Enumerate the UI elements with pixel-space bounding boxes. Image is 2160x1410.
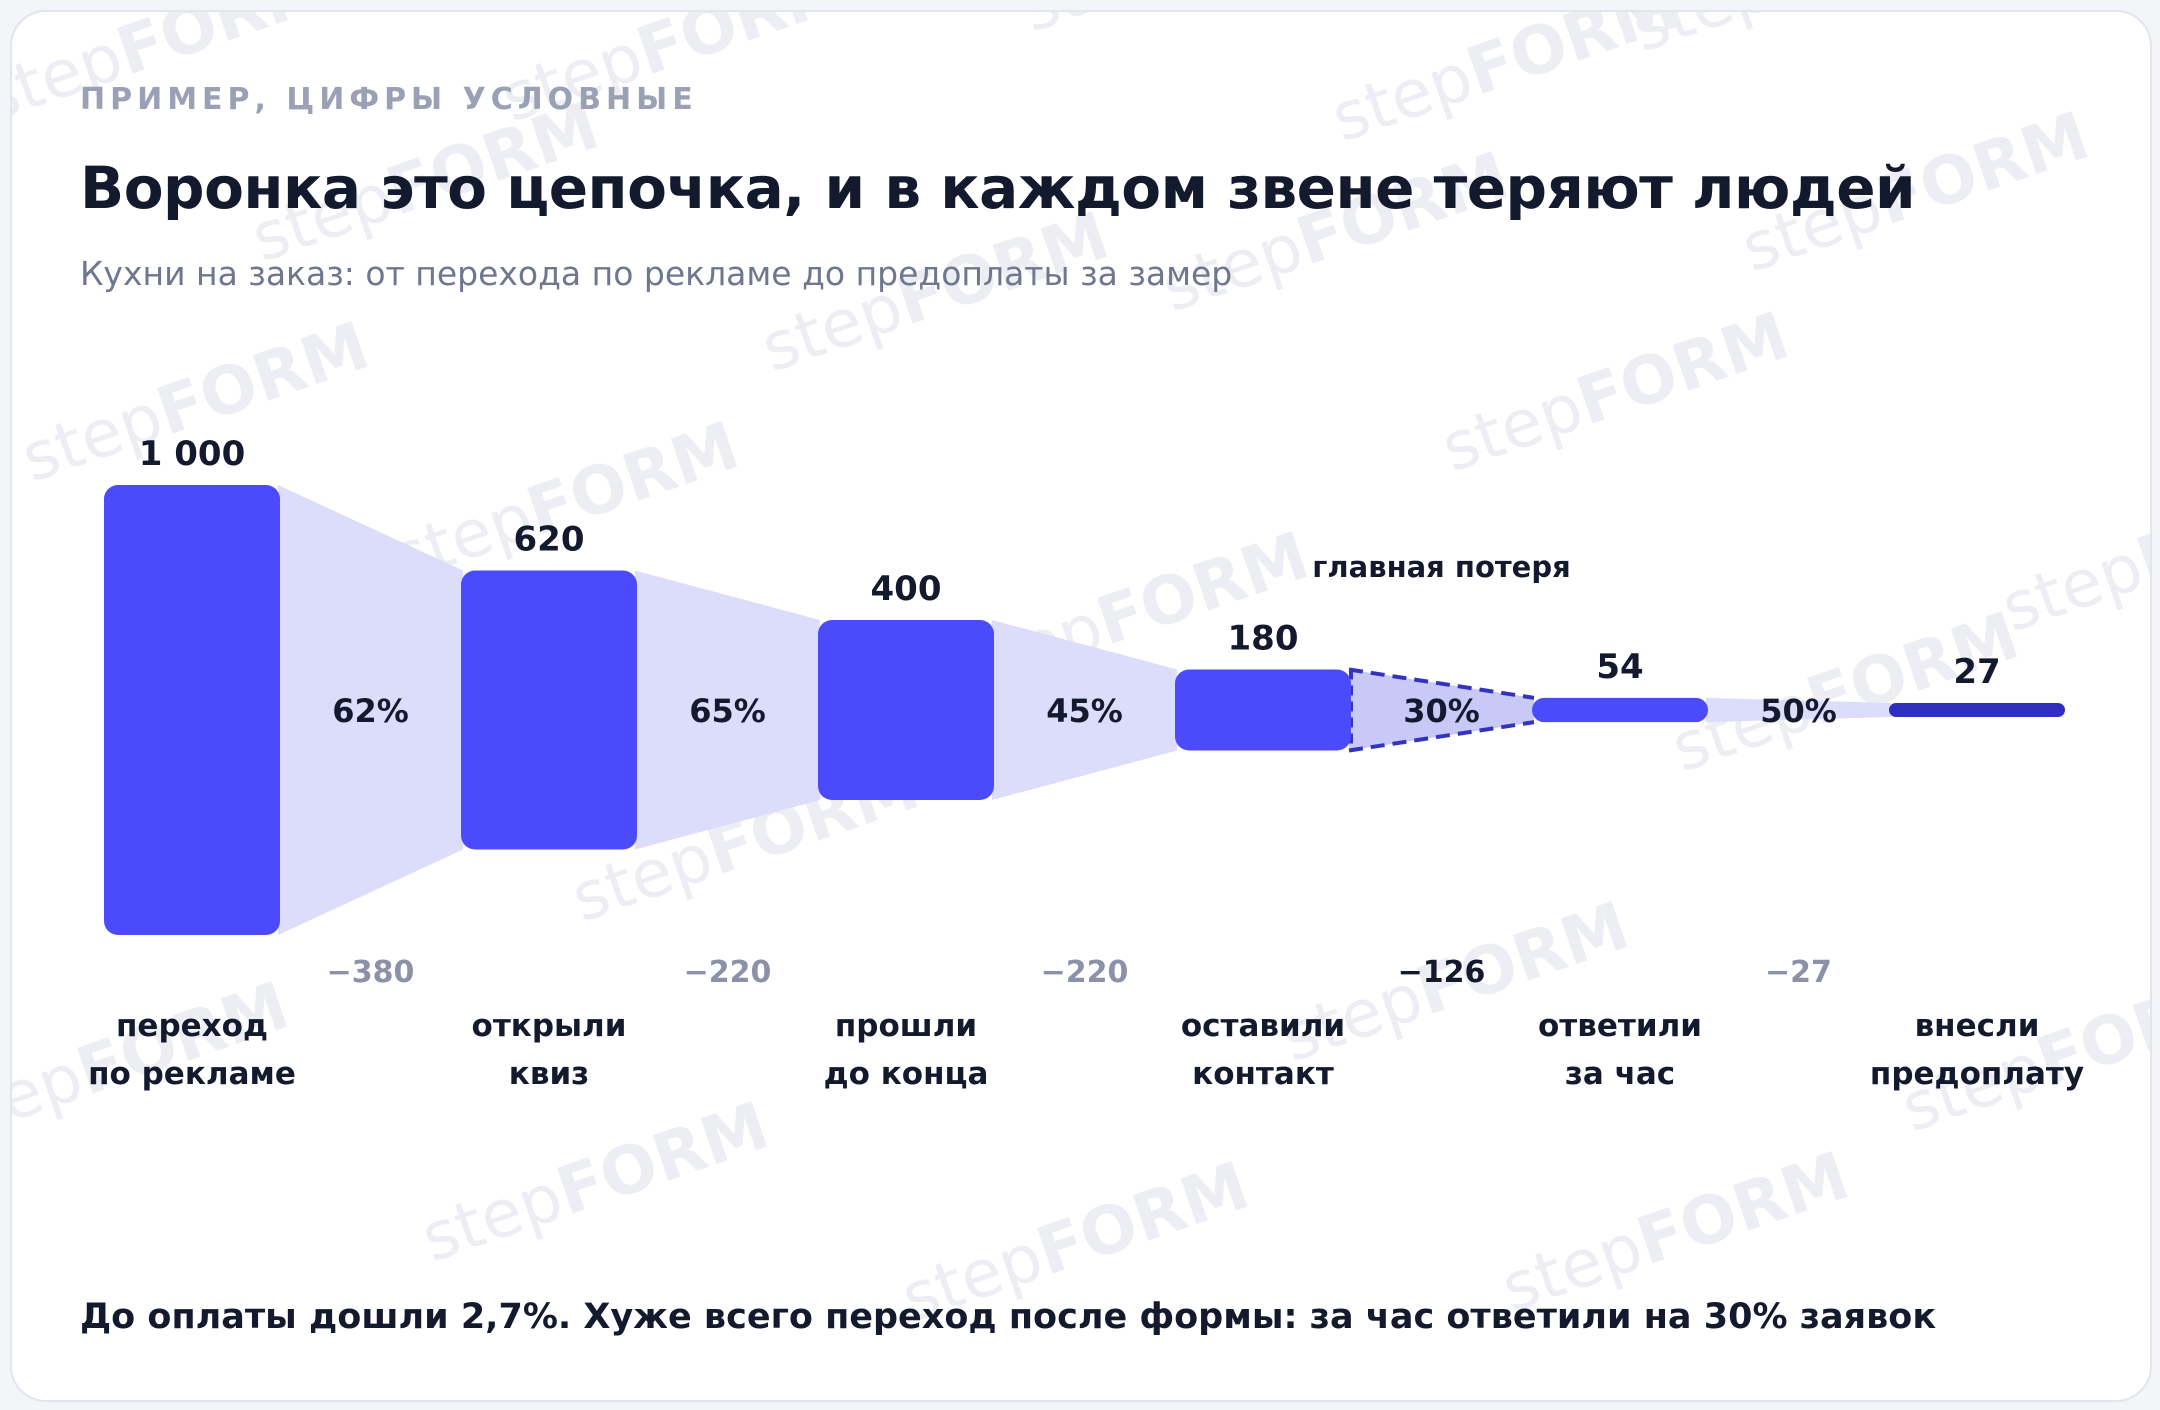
- stage-value-label: 54: [1596, 647, 1643, 687]
- stage-label-line2: предоплату: [1870, 1056, 2084, 1092]
- loss-label: −220: [684, 955, 772, 990]
- stage-label-line2: за час: [1565, 1056, 1675, 1092]
- loss-label: −220: [1041, 955, 1129, 990]
- chart-subtitle: Кухни на заказ: от перехода по рекламе д…: [80, 254, 1233, 293]
- stage-value-label: 400: [871, 569, 942, 609]
- stage-label-line2: до конца: [824, 1056, 989, 1092]
- stage-label-line2: квиз: [509, 1056, 589, 1092]
- funnel-bar: [1532, 697, 1708, 723]
- loss-label: −27: [1765, 955, 1832, 990]
- stage-value-label: 180: [1228, 619, 1299, 659]
- funnel-chart: 62% −380 65% −220 45% −220 главная потеря 30% −1…: [88, 434, 2084, 1092]
- funnel-bar: [1175, 669, 1351, 751]
- conversion-label: 65%: [689, 692, 766, 730]
- eyebrow-label: ПРИМЕР, ЦИФРЫ УСЛОВНЫЕ: [80, 82, 698, 117]
- stage-value-label: 1 000: [139, 434, 245, 474]
- funnel-bar: [461, 570, 637, 850]
- funnel-bar: [818, 620, 994, 800]
- stage-value-label: 27: [1953, 652, 2000, 692]
- stage-label-line1: ответили: [1538, 1008, 1702, 1044]
- funnel-connector: [1706, 697, 1891, 723]
- funnel-connector: [1349, 669, 1534, 751]
- stage-label-line1: внесли: [1915, 1008, 2040, 1044]
- footnote: До оплаты дошли 2,7%. Хуже всего переход…: [80, 1297, 1937, 1337]
- funnel-connector: [278, 485, 463, 935]
- conversion-label: 62%: [332, 692, 409, 730]
- stage-label-line1: открыли: [472, 1008, 627, 1044]
- funnel-connector: [635, 570, 820, 850]
- stage-label-line1: оставили: [1181, 1008, 1345, 1044]
- stage-value-label: 620: [514, 520, 585, 560]
- funnel-bar: [1889, 703, 2065, 717]
- chart-title: Воронка это цепочка, и в каждом звене те…: [80, 154, 1916, 222]
- conversion-label: 30%: [1403, 692, 1480, 730]
- stage-label-line1: прошли: [835, 1008, 977, 1044]
- highlight-border-bottom: [1348, 720, 1535, 753]
- stage-label-line2: контакт: [1192, 1056, 1334, 1092]
- chart-card: stepFORM stepFORM stepFORM stepFORM stepFORM…: [10, 10, 2152, 1402]
- main-loss-annotation: главная потеря: [1312, 550, 1570, 584]
- highlight-border-top: [1348, 667, 1535, 700]
- funnel-connector: [992, 620, 1177, 800]
- conversion-label: 45%: [1046, 692, 1123, 730]
- loss-label: −380: [327, 955, 415, 990]
- funnel-bar: [104, 485, 280, 935]
- loss-label: −126: [1398, 955, 1486, 990]
- conversion-label: 50%: [1760, 692, 1837, 730]
- stage-label-line2: по рекламе: [88, 1056, 296, 1092]
- stage-label-line1: переход: [116, 1008, 268, 1044]
